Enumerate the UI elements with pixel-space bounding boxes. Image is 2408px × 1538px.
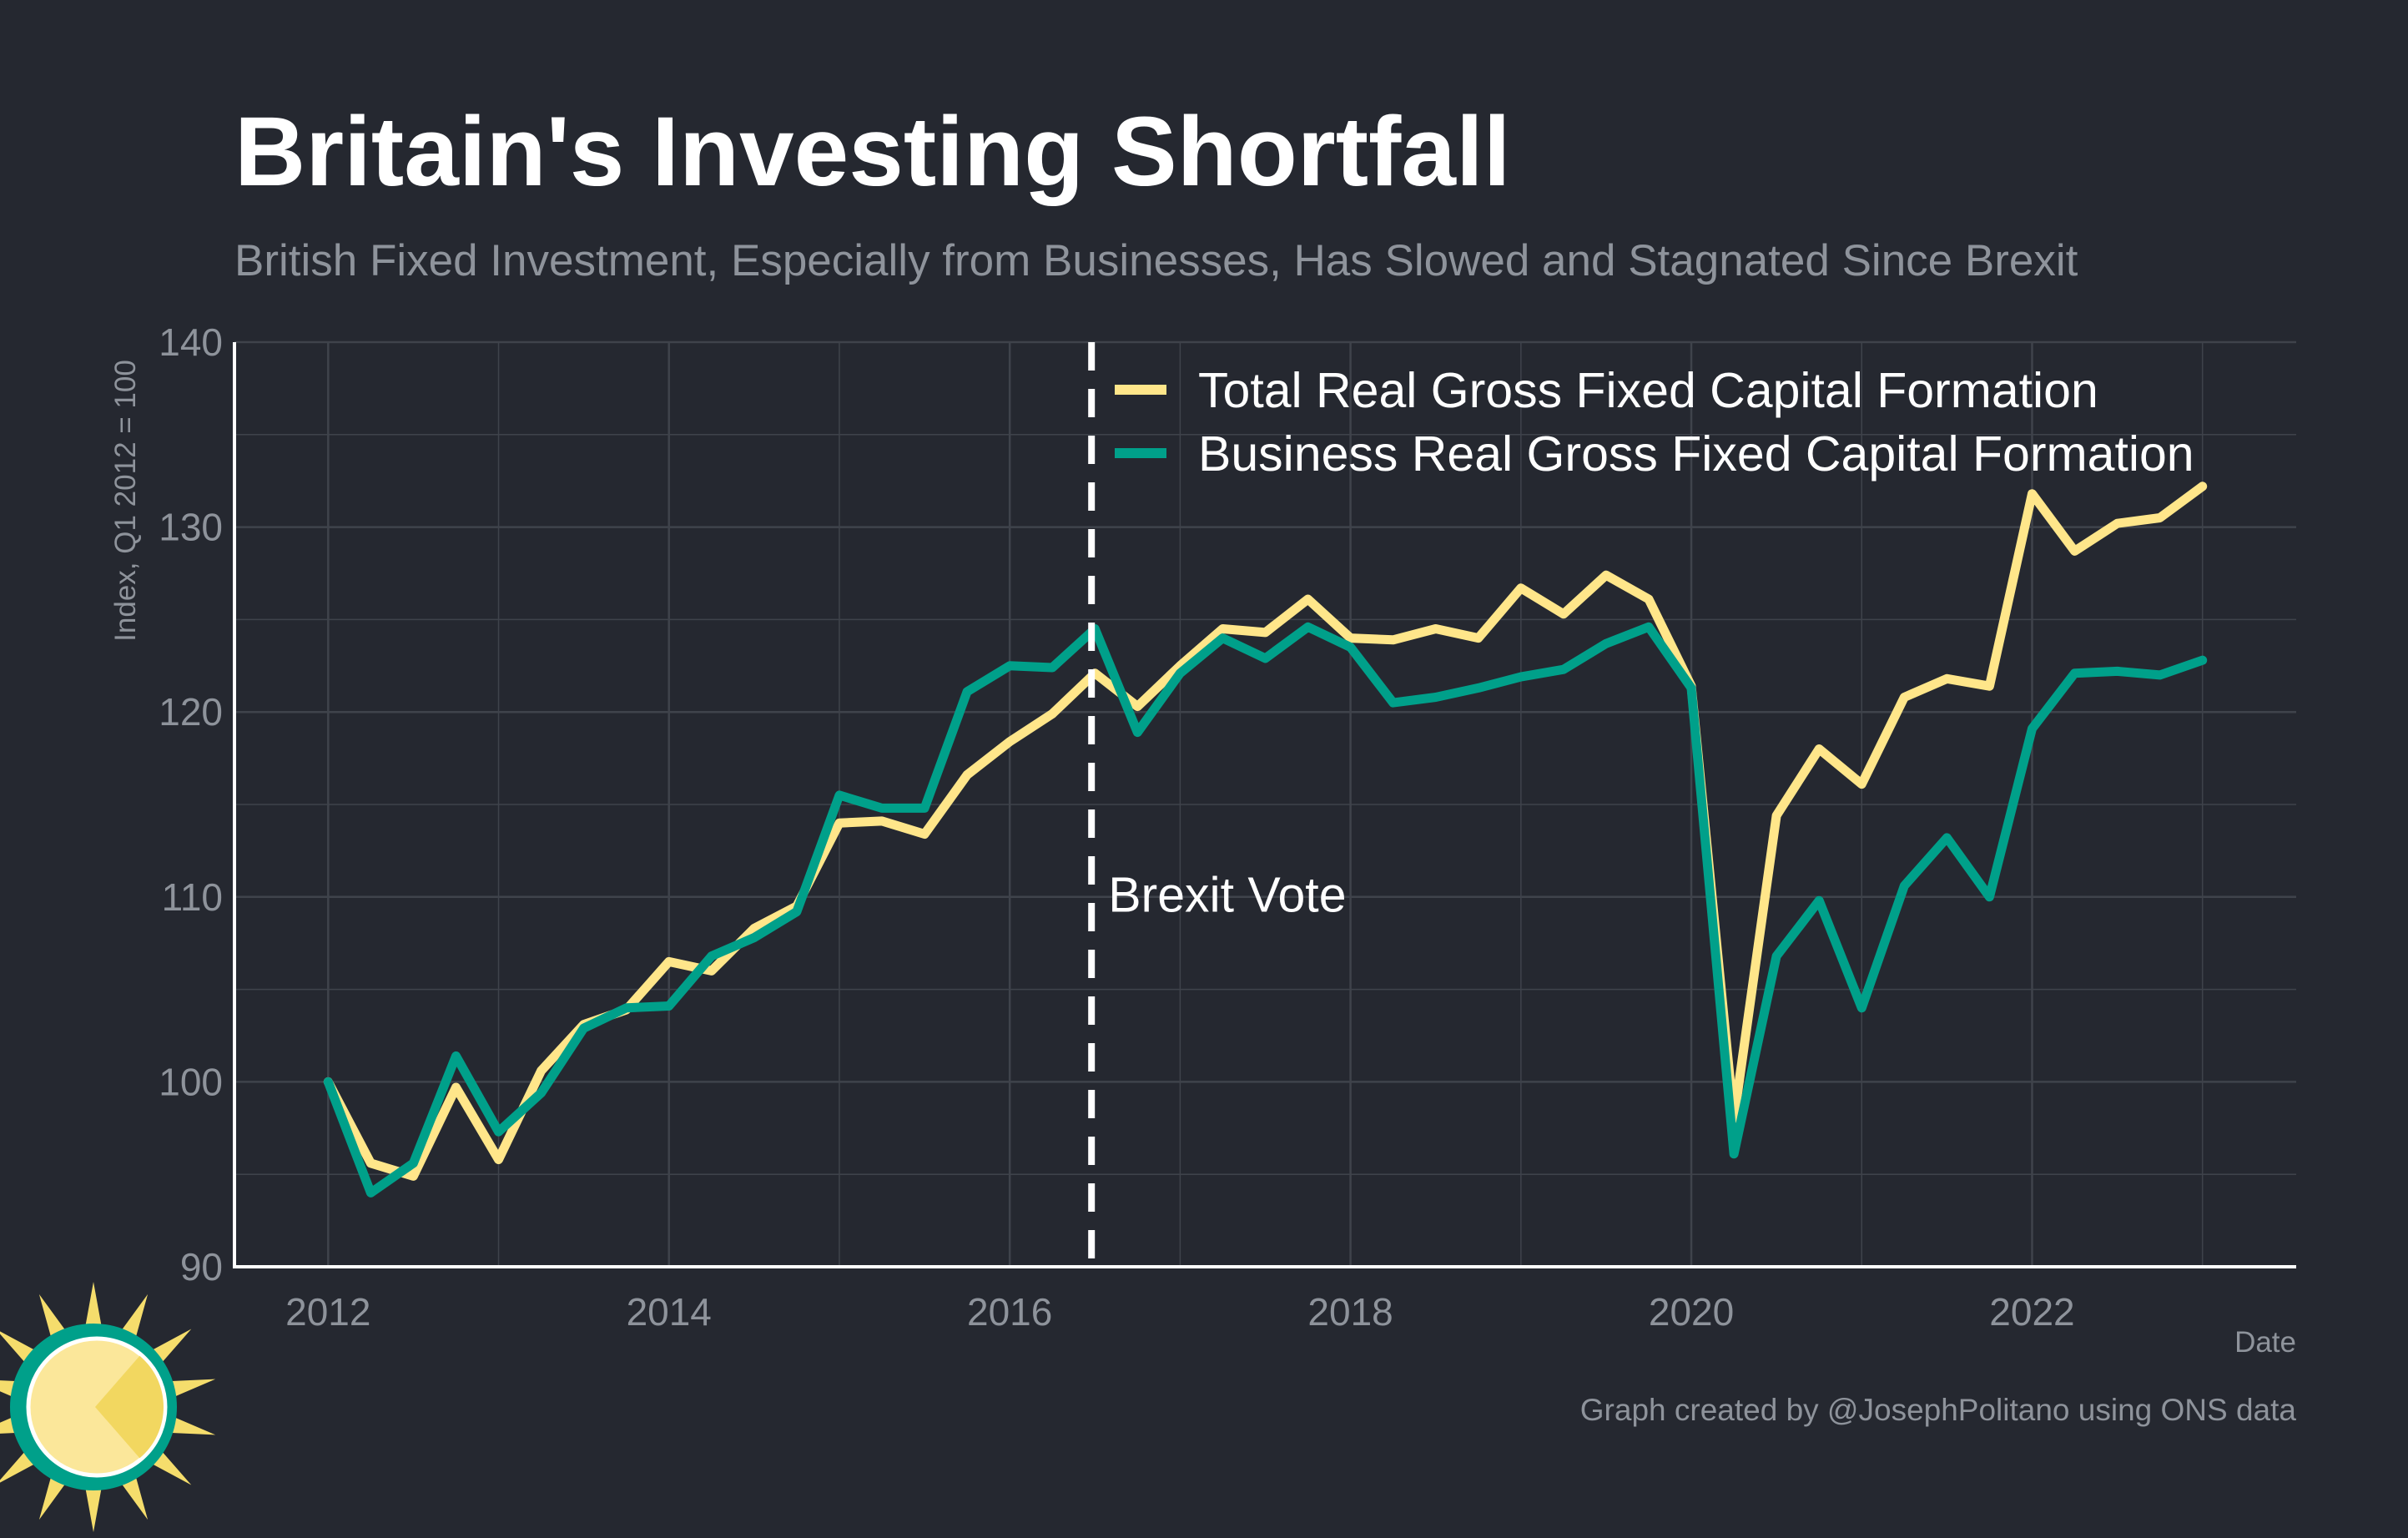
x-tick-label: 2022 xyxy=(1989,1290,2074,1334)
brexit-vote-label: Brexit Vote xyxy=(1108,868,1346,923)
annotations: Brexit Vote xyxy=(1088,342,1347,1267)
x-tick-label: 2014 xyxy=(627,1290,712,1334)
y-tick-label: 120 xyxy=(159,690,223,734)
tick-labels: 90 100 110 120 130 140 2012 2014 2016 2018 2020 202… xyxy=(159,320,2074,1334)
series-lines xyxy=(323,482,2208,1198)
x-tick-label: 2020 xyxy=(1649,1290,1734,1334)
chart-title: Britain's Investing Shortfall xyxy=(234,97,1511,207)
x-tick-label: 2018 xyxy=(1307,1290,1393,1334)
y-axis-title: Index, Q1 2012 = 100 xyxy=(109,360,142,642)
y-tick-label: 140 xyxy=(159,320,223,364)
series-line-business xyxy=(323,622,2208,1198)
x-tick-label: 2012 xyxy=(285,1290,370,1334)
sun-logo-icon xyxy=(0,1282,216,1532)
legend: Total Real Gross Fixed Capital Formation… xyxy=(1115,363,2194,482)
axes xyxy=(233,342,2296,1268)
sun-wedge-icon xyxy=(95,1355,164,1459)
x-axis-title: Date xyxy=(2234,1326,2296,1359)
credit-text: Graph created by @JosephPolitano using O… xyxy=(1580,1393,2297,1427)
y-tick-label: 100 xyxy=(159,1060,223,1103)
legend-label-total: Total Real Gross Fixed Capital Formation xyxy=(1198,363,2098,418)
y-tick-label: 90 xyxy=(180,1245,223,1288)
gridlines xyxy=(234,340,2296,1268)
y-tick-label: 110 xyxy=(162,875,223,919)
chart-subtitle: British Fixed Investment, Especially fro… xyxy=(234,236,2078,285)
y-tick-label: 130 xyxy=(159,506,223,549)
series-line-total xyxy=(323,482,2208,1181)
legend-label-business: Business Real Gross Fixed Capital Format… xyxy=(1198,426,2194,482)
x-tick-label: 2016 xyxy=(967,1290,1052,1334)
